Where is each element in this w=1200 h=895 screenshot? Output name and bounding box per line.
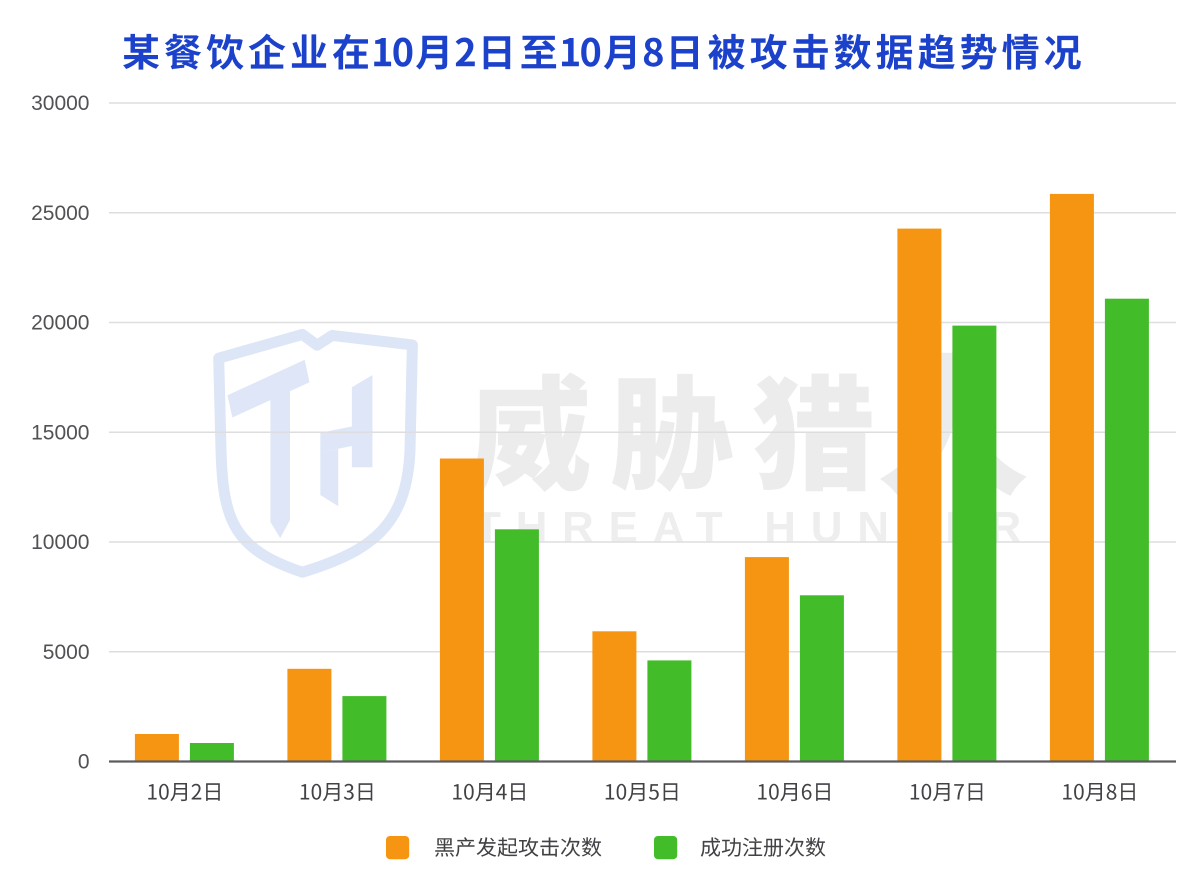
svg-text:20000: 20000 <box>31 312 89 335</box>
svg-text:25000: 25000 <box>31 202 89 225</box>
svg-text:0: 0 <box>78 751 90 774</box>
svg-text:15000: 15000 <box>31 421 89 444</box>
svg-text:30000: 30000 <box>31 92 89 115</box>
svg-text:THREAT HUNTER: THREAT HUNTER <box>474 503 1036 552</box>
svg-text:10000: 10000 <box>31 531 89 554</box>
svg-text:5000: 5000 <box>43 641 90 664</box>
